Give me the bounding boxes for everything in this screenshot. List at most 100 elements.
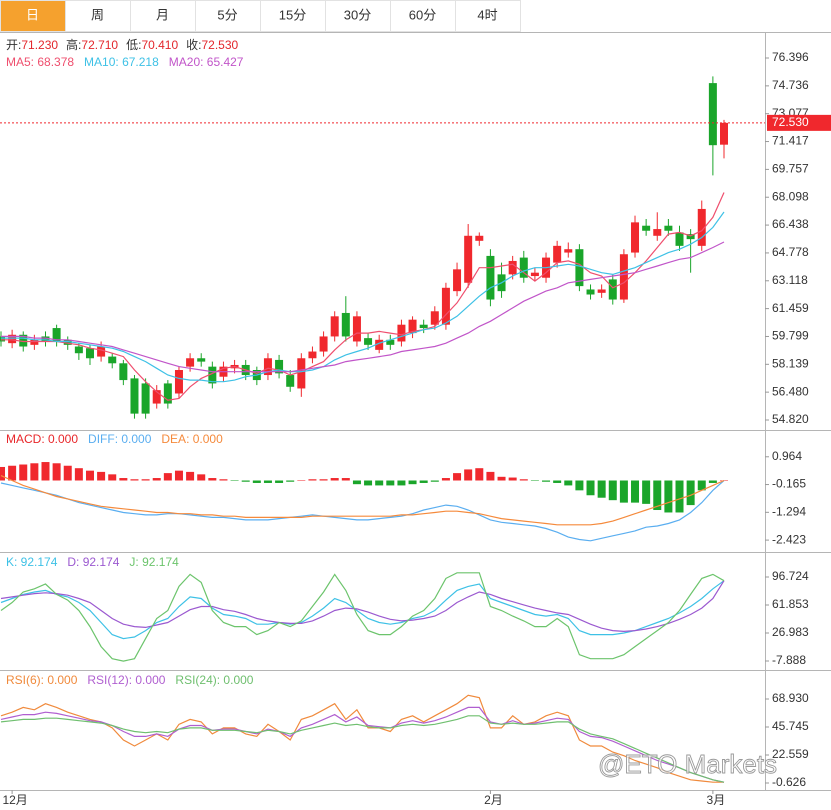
macd-bar xyxy=(85,470,94,481)
macd-bar xyxy=(63,465,72,481)
candle-body xyxy=(263,358,272,376)
candle-body xyxy=(174,370,183,394)
y-tick-label: 61.853 xyxy=(772,597,809,611)
x-tick-label: 12月 xyxy=(2,793,27,807)
macd-bar xyxy=(330,478,339,481)
indicator-line xyxy=(0,706,725,783)
legend-entry: RSI(12): 0.000 xyxy=(87,673,165,687)
tab-label[interactable]: 60分 xyxy=(409,7,436,22)
last-price-label: 72.530 xyxy=(772,115,809,129)
candle-body xyxy=(675,232,684,246)
y-tick-label: 54.820 xyxy=(772,412,809,426)
tab[interactable] xyxy=(455,0,521,32)
candle-body xyxy=(642,225,651,231)
macd-bar xyxy=(0,466,5,481)
candle-body xyxy=(486,255,495,300)
candle-body xyxy=(130,378,139,414)
info-value: 72.710 xyxy=(81,38,118,52)
y-tick-label: 69.757 xyxy=(772,162,809,176)
tab-label[interactable]: 30分 xyxy=(344,7,371,22)
candle-body xyxy=(286,375,295,387)
tab-label[interactable]: 15分 xyxy=(279,7,306,22)
macd-bar xyxy=(675,480,684,513)
y-tick-label: 59.799 xyxy=(772,329,809,343)
macd-bar xyxy=(530,480,539,481)
tab-label[interactable]: 周 xyxy=(91,7,104,22)
candle-body xyxy=(52,328,61,342)
candle-body xyxy=(119,363,128,381)
legend-entry: MA5: 68.378 xyxy=(6,55,74,69)
tab[interactable] xyxy=(130,0,196,32)
macd-bar xyxy=(308,479,317,481)
macd-bar xyxy=(74,468,83,481)
tab-label[interactable]: 4时 xyxy=(477,7,497,22)
macd-bar xyxy=(575,480,584,491)
macd-bar xyxy=(619,480,628,503)
tab-label[interactable]: 5分 xyxy=(217,7,237,22)
candle-body xyxy=(397,324,406,342)
macd-bar xyxy=(263,480,272,483)
macd-bar xyxy=(252,480,261,483)
y-tick-label: 63.118 xyxy=(772,273,808,287)
macd-bar xyxy=(30,463,39,481)
macd-bar xyxy=(564,480,573,486)
tab[interactable] xyxy=(0,0,66,32)
candle-body xyxy=(63,339,72,345)
info-value: 72.530 xyxy=(201,38,238,52)
tab[interactable] xyxy=(65,0,131,32)
macd-bar xyxy=(408,480,417,485)
y-tick-label: 56.480 xyxy=(772,384,809,398)
macd-bar xyxy=(397,480,406,486)
ma-line xyxy=(1,211,725,383)
macd-bar xyxy=(52,463,61,481)
indicator-line xyxy=(0,475,725,526)
legend-entry: MA20: 65.427 xyxy=(169,55,244,69)
macd-bar xyxy=(364,480,373,486)
candle-body xyxy=(341,312,350,337)
macd-bar xyxy=(8,465,17,481)
legend-entry: RSI(24): 0.000 xyxy=(175,673,253,687)
candle-body xyxy=(386,339,395,345)
tab-label[interactable]: 月 xyxy=(156,7,169,22)
candle-body xyxy=(575,249,584,287)
macd-bar xyxy=(152,478,161,481)
tab[interactable] xyxy=(325,0,391,32)
macd-bar xyxy=(686,480,695,506)
candle-body xyxy=(41,336,50,342)
indicator-line xyxy=(0,580,725,633)
macd-bar xyxy=(108,474,117,481)
candle-body xyxy=(186,358,195,367)
y-tick-label: -0.165 xyxy=(772,477,806,491)
legend-entry: J: 92.174 xyxy=(129,555,179,569)
tab[interactable] xyxy=(260,0,326,32)
candle-body xyxy=(586,289,595,295)
y-tick-label: -0.626 xyxy=(772,775,806,789)
candle-body xyxy=(608,279,617,300)
last-price-tag xyxy=(767,114,831,131)
y-tick-label: 58.139 xyxy=(772,356,809,370)
legend-entry: D: 92.174 xyxy=(67,555,119,569)
candle-body xyxy=(208,366,217,384)
macd-bar xyxy=(297,480,306,481)
indicator-line xyxy=(0,572,725,662)
tab-label[interactable]: 日 xyxy=(26,7,39,22)
candle-body xyxy=(475,235,484,241)
candle-body xyxy=(97,346,106,357)
macd-bar xyxy=(475,468,484,481)
candle-body xyxy=(564,249,573,253)
macd-bar xyxy=(375,480,384,486)
candle-body xyxy=(419,324,428,329)
macd-bar xyxy=(453,473,462,481)
candle-body xyxy=(686,234,695,240)
candle-body xyxy=(720,122,728,145)
info-label: 收: xyxy=(186,38,201,52)
x-tick-label: 2月 xyxy=(484,793,503,807)
y-tick-label: -1.294 xyxy=(772,504,806,518)
tab[interactable] xyxy=(390,0,456,32)
candle-body xyxy=(530,272,539,277)
candle-body xyxy=(430,311,439,325)
candle-body xyxy=(364,338,373,345)
legend-entry: RSI(6): 0.000 xyxy=(6,673,78,687)
